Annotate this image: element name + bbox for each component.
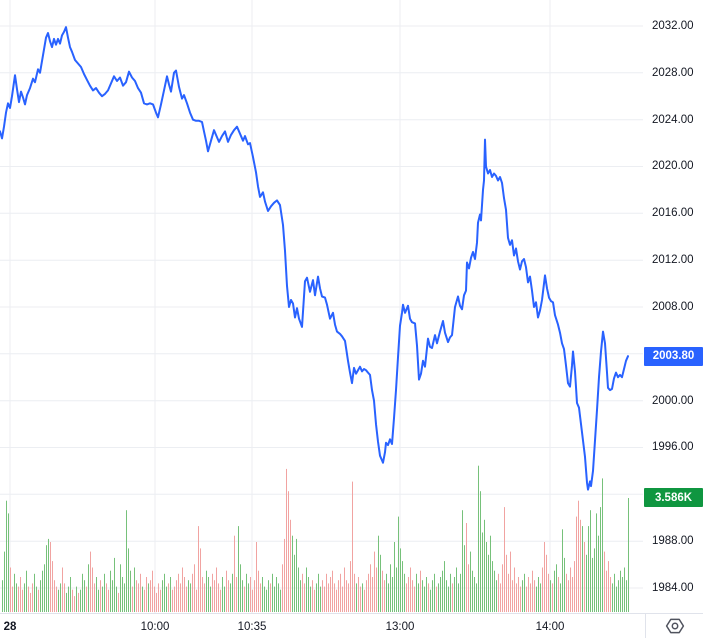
scale-settings-icon[interactable] (664, 616, 686, 636)
time-axis-label: 13:00 (385, 621, 415, 633)
last-price-label: 2003.80 (644, 346, 703, 366)
time-axis-label: 14:00 (535, 621, 565, 633)
chart-grid (0, 0, 643, 613)
price-axis-label: 1996.00 (652, 441, 694, 454)
time-axis-label: 28 (3, 621, 17, 633)
price-axis-label: 1988.00 (652, 535, 694, 548)
axis-corner (645, 613, 703, 638)
price-axis-label: 2032.00 (652, 20, 694, 32)
price-axis-label: 2012.00 (652, 254, 694, 267)
price-axis-label: 2020.00 (652, 160, 694, 173)
price-axis-label: 1984.00 (652, 581, 694, 594)
price-axis-label: 2024.00 (652, 113, 694, 126)
price-axis-label: 2008.00 (652, 300, 694, 313)
time-axis-label: 10:00 (140, 621, 170, 633)
price-line (0, 26, 629, 491)
time-axis-label: 10:35 (237, 621, 267, 633)
price-axis-label: 2028.00 (652, 66, 694, 79)
volume-bars (2, 465, 629, 612)
price-axis-label: 2016.00 (652, 207, 694, 220)
time-axis-border (0, 613, 703, 614)
volume-label: 3.586K (644, 488, 703, 508)
price-axis-label: 2000.00 (652, 394, 694, 407)
